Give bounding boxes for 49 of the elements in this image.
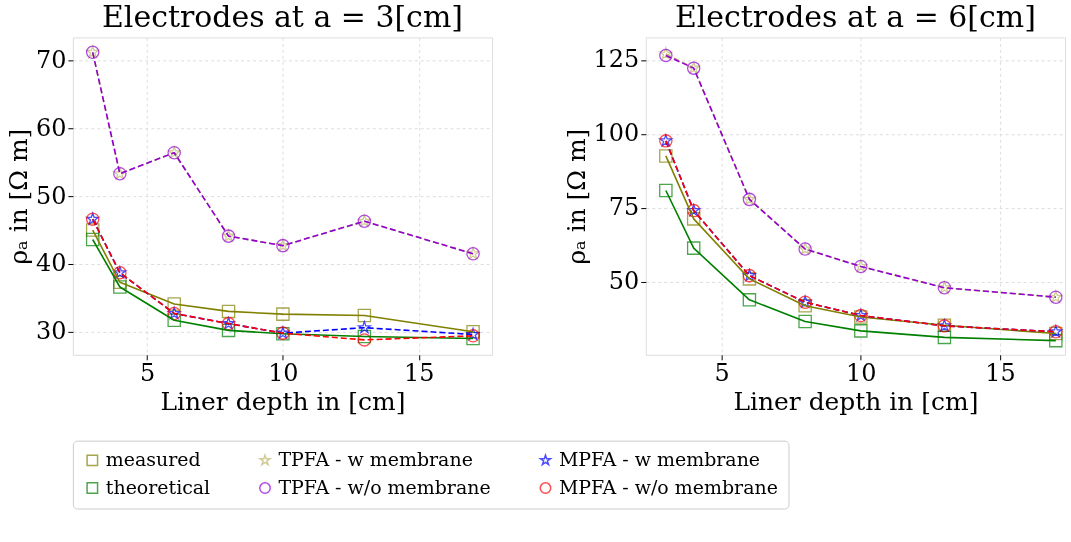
x-tick-label: 10 xyxy=(268,359,299,388)
legend-label: TPFA - w/o membrane xyxy=(278,476,491,499)
y-tick-label: 100 xyxy=(593,119,640,148)
y-tick-label: 50 xyxy=(608,267,640,296)
x-axis-title: Liner depth in [cm] xyxy=(733,387,979,417)
point xyxy=(85,223,100,237)
point xyxy=(113,280,127,294)
point xyxy=(357,320,371,334)
x-tick-label: 5 xyxy=(139,359,156,388)
y-tick-label: 30 xyxy=(35,317,67,346)
y-axis-title: ρₐ in [Ω m] xyxy=(3,128,33,265)
y-tick-label: 75 xyxy=(608,193,640,222)
legend-label: MPFA - w/o membrane xyxy=(558,476,778,499)
point xyxy=(742,293,757,307)
y-tick-label: 40 xyxy=(35,249,67,278)
legend-label: measured xyxy=(105,448,201,471)
point xyxy=(686,241,701,255)
x-tick-label: 5 xyxy=(714,359,730,388)
y-tick-label: 60 xyxy=(35,113,67,142)
chart-title: Electrodes at a = 3[cm] xyxy=(101,0,463,35)
point xyxy=(854,324,868,338)
point xyxy=(798,299,812,313)
y-tick-label: 125 xyxy=(593,45,640,74)
chart-title: Electrodes at a = 6[cm] xyxy=(674,0,1036,35)
point xyxy=(167,313,181,327)
point xyxy=(221,323,236,338)
legend-label: MPFA - w membrane xyxy=(558,448,761,471)
x-axis-title: Liner depth in [cm] xyxy=(160,387,406,417)
point xyxy=(659,149,673,163)
point xyxy=(357,333,372,347)
point xyxy=(686,212,701,226)
point xyxy=(1049,333,1063,348)
y-tick-label: 50 xyxy=(35,181,67,210)
point xyxy=(167,297,181,311)
x-tick-label: 10 xyxy=(846,359,877,388)
point xyxy=(276,307,290,321)
point xyxy=(221,304,236,319)
x-tick-label: 15 xyxy=(403,359,435,388)
point xyxy=(357,329,372,344)
y-axis-title: ρₐ in [Ω m] xyxy=(561,128,591,265)
point xyxy=(113,275,127,290)
legend-label: theoretical xyxy=(105,476,211,499)
y-tick-label: 70 xyxy=(35,45,67,74)
point xyxy=(85,232,100,247)
point xyxy=(659,183,673,198)
point xyxy=(357,308,372,323)
point xyxy=(798,314,812,329)
legend-label: TPFA - w membrane xyxy=(278,448,473,471)
x-tick-label: 15 xyxy=(985,359,1016,388)
